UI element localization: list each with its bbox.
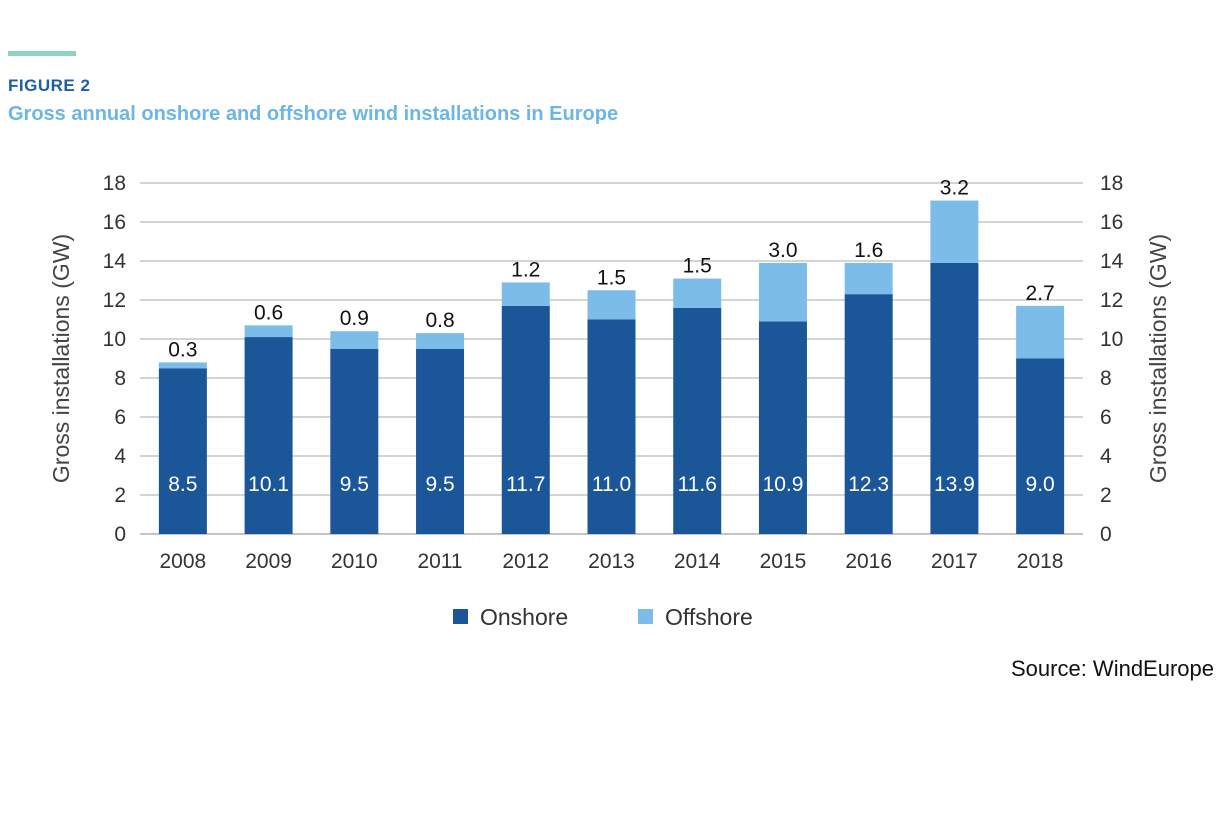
y-tick-label-left: 12 [103,289,126,312]
accent-rule [8,51,76,56]
y-tick-label-left: 14 [103,250,127,273]
x-tick-label: 2017 [931,550,978,573]
x-tick-label: 2014 [674,550,721,573]
data-label-onshore: 13.9 [934,473,975,496]
y-tick-label-left: 6 [114,406,126,429]
data-label-offshore: 0.6 [254,301,283,324]
y-tick-label-right: 6 [1100,406,1112,429]
y-tick-label-right: 14 [1100,250,1124,273]
bar-offshore [330,331,379,349]
y-tick-label-right: 2 [1100,484,1112,507]
y-axis-title-left: Gross installations (GW) [48,234,74,483]
bar-onshore [416,348,465,534]
data-label-onshore: 9.0 [1026,473,1055,496]
y-tick-label-left: 10 [103,328,126,351]
bar-onshore [844,294,893,534]
y-tick-label-left: 0 [114,523,126,546]
data-label-offshore: 0.8 [425,309,454,332]
figure-title: Gross annual onshore and offshore wind i… [8,103,619,125]
data-label-onshore: 11.7 [506,473,545,496]
data-label-onshore: 12.3 [848,473,889,496]
bar-offshore [587,290,636,320]
y-tick-label-left: 16 [103,211,126,234]
x-tick-label: 2012 [502,550,549,573]
x-tick-label: 2010 [331,550,378,573]
data-label-offshore: 3.2 [940,177,969,200]
x-tick-label: 2016 [845,550,892,573]
y-tick-label-left: 18 [103,172,126,195]
data-label-offshore: 1.2 [511,258,540,281]
bar-onshore [758,321,807,534]
data-label-offshore: 1.5 [683,255,712,278]
bar-offshore [844,262,893,295]
data-label-offshore: 3.0 [768,239,797,262]
bar-offshore [930,200,979,263]
data-label-onshore: 8.5 [168,473,197,496]
y-tick-label-right: 8 [1100,367,1112,390]
bar-offshore [416,333,465,349]
bar-offshore [244,325,293,338]
x-tick-label: 2015 [760,550,807,573]
data-label-offshore: 1.6 [854,239,883,262]
y-tick-label-right: 16 [1100,211,1123,234]
bar-onshore [673,307,722,534]
bar-onshore [330,348,379,534]
y-tick-label-left: 8 [114,367,126,390]
bar-offshore [1016,305,1065,359]
bar-offshore [158,362,207,369]
y-tick-label-right: 12 [1100,289,1123,312]
y-tick-label-right: 4 [1100,445,1112,468]
y-axis-title-right: Gross installations (GW) [1145,234,1171,483]
legend-swatch-onshore [453,609,468,624]
bar-onshore [1016,358,1065,534]
x-tick-label: 2013 [588,550,635,573]
y-tick-label-left: 2 [114,484,126,507]
data-label-onshore: 10.1 [248,473,289,496]
data-label-onshore: 10.9 [763,473,804,496]
bar-offshore [758,262,807,322]
figure-label: FIGURE 2 [8,76,91,95]
x-tick-label: 2018 [1017,550,1064,573]
y-tick-label-left: 4 [114,445,126,468]
data-label-onshore: 9.5 [340,473,369,496]
x-tick-label: 2011 [417,550,462,573]
y-tick-label-right: 10 [1100,328,1123,351]
data-label-onshore: 11.6 [678,473,717,496]
source-note: Source: WindEurope [1011,656,1214,681]
data-label-onshore: 11.0 [592,473,631,496]
y-tick-label-right: 18 [1100,172,1123,195]
data-label-onshore: 9.5 [425,473,454,496]
legend-label-offshore: Offshore [665,604,753,630]
x-tick-label: 2009 [245,550,292,573]
data-label-offshore: 1.5 [597,266,626,289]
data-label-offshore: 0.3 [168,338,197,361]
bar-onshore [587,319,636,534]
data-label-offshore: 0.9 [340,307,369,330]
bar-onshore [501,305,550,534]
bar-offshore [501,282,550,306]
data-label-offshore: 2.7 [1026,282,1055,305]
bar-offshore [673,278,722,308]
x-tick-label: 2008 [160,550,207,573]
y-tick-label-right: 0 [1100,523,1112,546]
bar-onshore [930,262,979,534]
bar-onshore [158,368,207,534]
legend-swatch-offshore [638,609,653,624]
legend-label-onshore: Onshore [480,604,568,630]
bar-onshore [244,337,293,534]
